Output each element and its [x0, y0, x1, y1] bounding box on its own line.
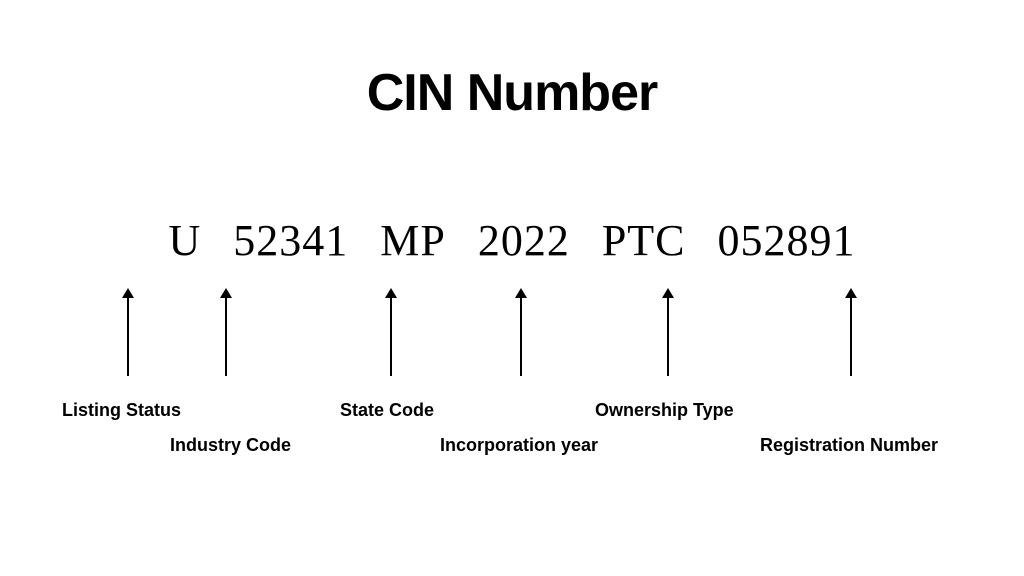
- arrow-5: [850, 296, 852, 376]
- arrow-2: [390, 296, 392, 376]
- label-1: Industry Code: [170, 435, 291, 456]
- segment-incorporation-year: 2022: [478, 215, 570, 266]
- label-4: Ownership Type: [595, 400, 734, 421]
- segment-registration-number: 052891: [718, 215, 856, 266]
- label-0: Listing Status: [62, 400, 181, 421]
- label-5: Registration Number: [760, 435, 938, 456]
- segment-listing-status: U: [168, 215, 201, 266]
- label-3: Incorporation year: [440, 435, 598, 456]
- diagram-title: CIN Number: [0, 63, 1024, 123]
- segment-ownership-type: PTC: [602, 215, 686, 266]
- cin-number-breakdown: U 52341 MP 2022 PTC 052891: [0, 215, 1024, 266]
- arrow-4: [667, 296, 669, 376]
- arrow-3: [520, 296, 522, 376]
- label-2: State Code: [340, 400, 434, 421]
- arrow-1: [225, 296, 227, 376]
- arrow-0: [127, 296, 129, 376]
- segment-state-code: MP: [380, 215, 446, 266]
- segment-industry-code: 52341: [233, 215, 348, 266]
